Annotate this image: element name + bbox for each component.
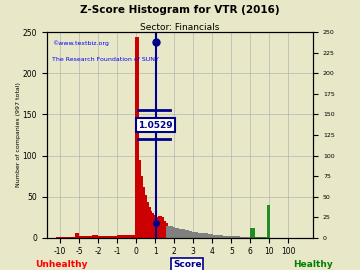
Bar [227, 236, 230, 238]
Bar [177, 229, 181, 238]
Bar [179, 230, 183, 238]
Bar [221, 236, 225, 238]
Bar [246, 237, 249, 238]
Bar [200, 234, 204, 238]
Bar [143, 195, 147, 238]
Text: 1.0529: 1.0529 [138, 121, 173, 130]
Bar [213, 235, 217, 238]
Bar [206, 234, 210, 238]
Bar [244, 237, 248, 238]
Bar [192, 232, 196, 238]
Bar [257, 237, 262, 238]
Bar [162, 221, 166, 238]
Bar [219, 235, 223, 238]
Bar [152, 215, 156, 238]
Bar [230, 236, 234, 238]
Bar [210, 234, 213, 238]
Bar [147, 207, 150, 238]
Bar [92, 235, 98, 238]
Bar [198, 233, 202, 238]
Bar [64, 237, 68, 238]
Bar [260, 237, 265, 238]
Bar [236, 236, 240, 238]
Text: Unhealthy: Unhealthy [35, 260, 87, 269]
Bar [265, 237, 269, 238]
Text: Z-Score Histogram for VTR (2016): Z-Score Histogram for VTR (2016) [80, 5, 280, 15]
Title: Sector: Financials: Sector: Financials [140, 23, 220, 32]
Text: Healthy: Healthy [293, 260, 333, 269]
Bar [267, 205, 270, 238]
Bar [98, 236, 117, 238]
Text: The Research Foundation of SUNY: The Research Foundation of SUNY [52, 57, 159, 62]
Bar [137, 160, 141, 238]
Bar [58, 237, 59, 238]
Bar [150, 213, 154, 238]
Bar [189, 231, 192, 238]
Text: ©www.textbiz.org: ©www.textbiz.org [52, 40, 109, 46]
Bar [173, 228, 177, 238]
Bar [223, 236, 226, 238]
Text: Score: Score [173, 260, 202, 269]
Bar [262, 237, 267, 238]
Bar [225, 236, 229, 238]
Bar [255, 237, 260, 238]
Bar [79, 236, 85, 238]
Bar [145, 202, 149, 238]
Bar [217, 235, 221, 238]
Bar [156, 218, 160, 238]
Bar [68, 237, 72, 238]
Bar [166, 226, 170, 238]
Bar [168, 227, 171, 238]
Bar [238, 237, 242, 238]
Bar [208, 234, 211, 238]
Bar [211, 235, 215, 238]
Bar [183, 230, 186, 238]
Bar [72, 237, 75, 238]
Bar [60, 237, 64, 238]
Bar [240, 237, 244, 238]
Bar [194, 232, 198, 238]
Bar [171, 227, 175, 238]
Bar [154, 217, 158, 238]
Bar [56, 237, 57, 238]
Bar [186, 231, 190, 238]
Bar [135, 36, 139, 238]
Bar [229, 236, 232, 238]
Bar [242, 237, 246, 238]
Bar [204, 234, 208, 238]
Bar [185, 230, 189, 238]
Bar [175, 228, 179, 238]
Bar [234, 236, 238, 238]
Bar [149, 211, 152, 238]
Bar [85, 236, 92, 238]
Bar [141, 187, 145, 238]
Bar [59, 237, 60, 238]
Bar [251, 228, 255, 238]
Bar [253, 237, 257, 238]
Bar [158, 216, 162, 238]
Bar [139, 176, 143, 238]
Bar [196, 233, 200, 238]
Bar [248, 237, 251, 238]
Bar [117, 235, 136, 238]
Bar [170, 226, 174, 238]
Bar [202, 234, 206, 238]
Y-axis label: Number of companies (997 total): Number of companies (997 total) [16, 83, 21, 187]
Bar [190, 232, 194, 238]
Bar [232, 236, 236, 238]
Bar [75, 233, 79, 238]
Bar [57, 237, 58, 238]
Bar [181, 230, 185, 238]
Bar [215, 235, 219, 238]
Bar [164, 223, 168, 238]
Bar [160, 217, 164, 238]
